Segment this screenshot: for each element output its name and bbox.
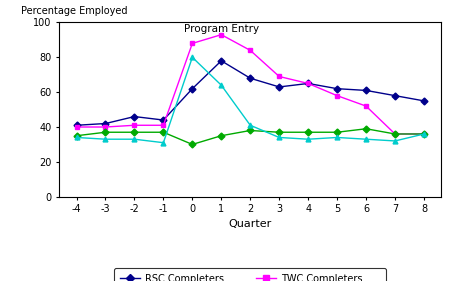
Text: Program Entry: Program Entry [184, 24, 259, 34]
X-axis label: Quarter: Quarter [228, 219, 272, 228]
Legend: RSC Completers, RSC Noncompleters, TWC Completers, TWC Noncompleters: RSC Completers, RSC Noncompleters, TWC C… [115, 268, 386, 281]
Y-axis label: Percentage Employed: Percentage Employed [21, 6, 127, 15]
